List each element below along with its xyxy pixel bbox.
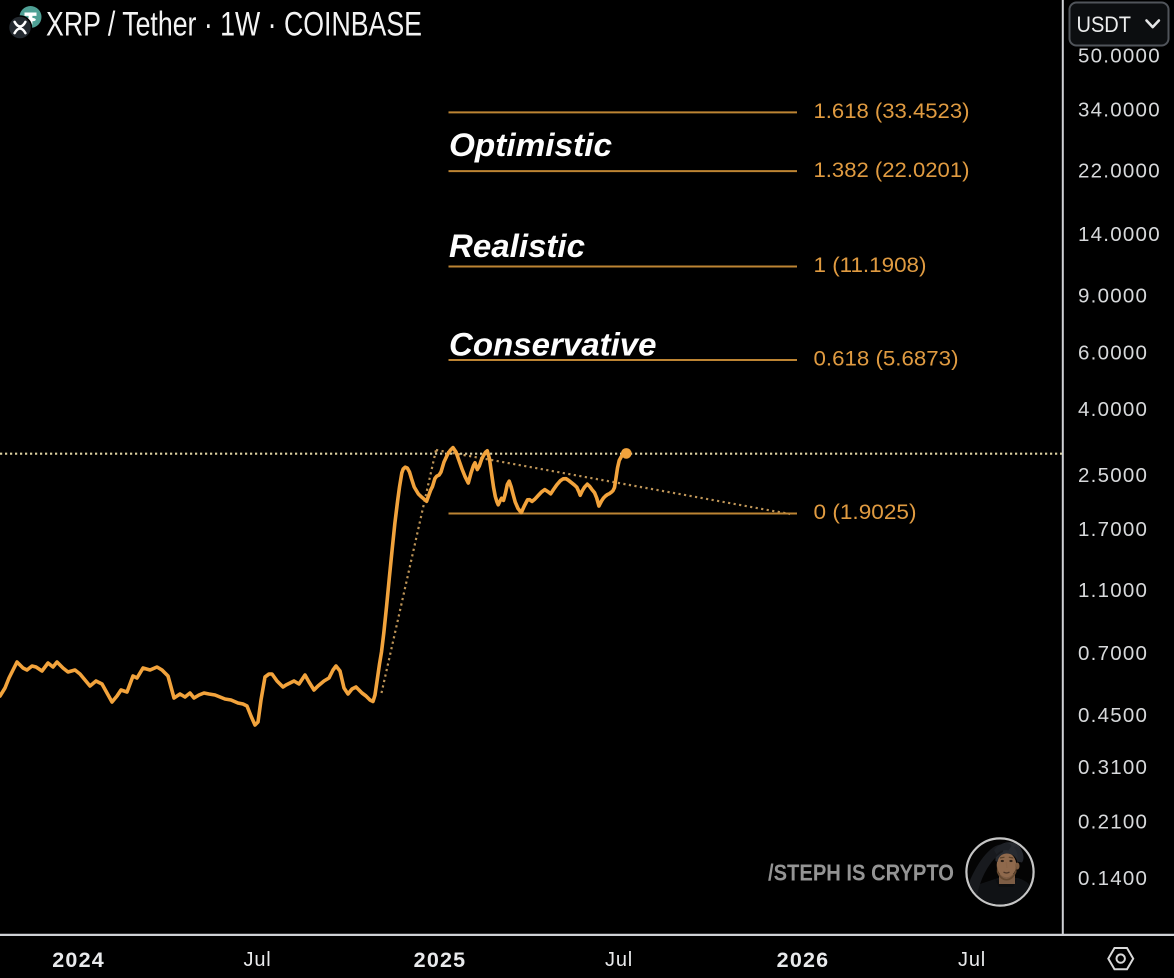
svg-text:22.0000: 22.0000 [1078,160,1161,183]
svg-text:2026: 2026 [777,948,830,972]
svg-text:1.1000: 1.1000 [1078,579,1148,602]
svg-text:Jul: Jul [958,949,986,971]
svg-text:1.382 (22.0201): 1.382 (22.0201) [814,159,970,182]
svg-text:0 (1.9025): 0 (1.9025) [814,501,917,524]
svg-text:4.0000: 4.0000 [1078,398,1148,421]
svg-text:2024: 2024 [52,948,105,972]
svg-text:0.2100: 0.2100 [1078,811,1148,834]
svg-text:34.0000: 34.0000 [1078,99,1161,122]
svg-text:1.618 (33.4523): 1.618 (33.4523) [814,100,970,123]
svg-text:Jul: Jul [605,949,633,971]
svg-text:0.3100: 0.3100 [1078,756,1148,779]
svg-text:2.5000: 2.5000 [1078,464,1148,487]
svg-text:Realistic: Realistic [449,228,585,264]
svg-text:USDT: USDT [1077,12,1132,37]
svg-text:Optimistic: Optimistic [449,127,612,163]
svg-text:0.618 (5.6873): 0.618 (5.6873) [814,348,959,371]
svg-text:/STEPH IS CRYPTO: /STEPH IS CRYPTO [768,860,954,886]
svg-text:1 (11.1908): 1 (11.1908) [814,254,927,277]
svg-text:50.0000: 50.0000 [1078,45,1161,68]
svg-text:2025: 2025 [414,948,467,972]
svg-text:0.4500: 0.4500 [1078,704,1148,727]
svg-text:9.0000: 9.0000 [1078,285,1148,308]
svg-text:XRP / Tether · 1W · COINBASE: XRP / Tether · 1W · COINBASE [46,6,422,44]
svg-text:0.7000: 0.7000 [1078,642,1148,665]
svg-text:Conservative: Conservative [449,327,657,363]
svg-text:0.1400: 0.1400 [1078,867,1148,890]
svg-text:Jul: Jul [244,949,272,971]
svg-text:1.7000: 1.7000 [1078,518,1148,541]
svg-text:6.0000: 6.0000 [1078,341,1148,364]
svg-text:14.0000: 14.0000 [1078,223,1161,246]
